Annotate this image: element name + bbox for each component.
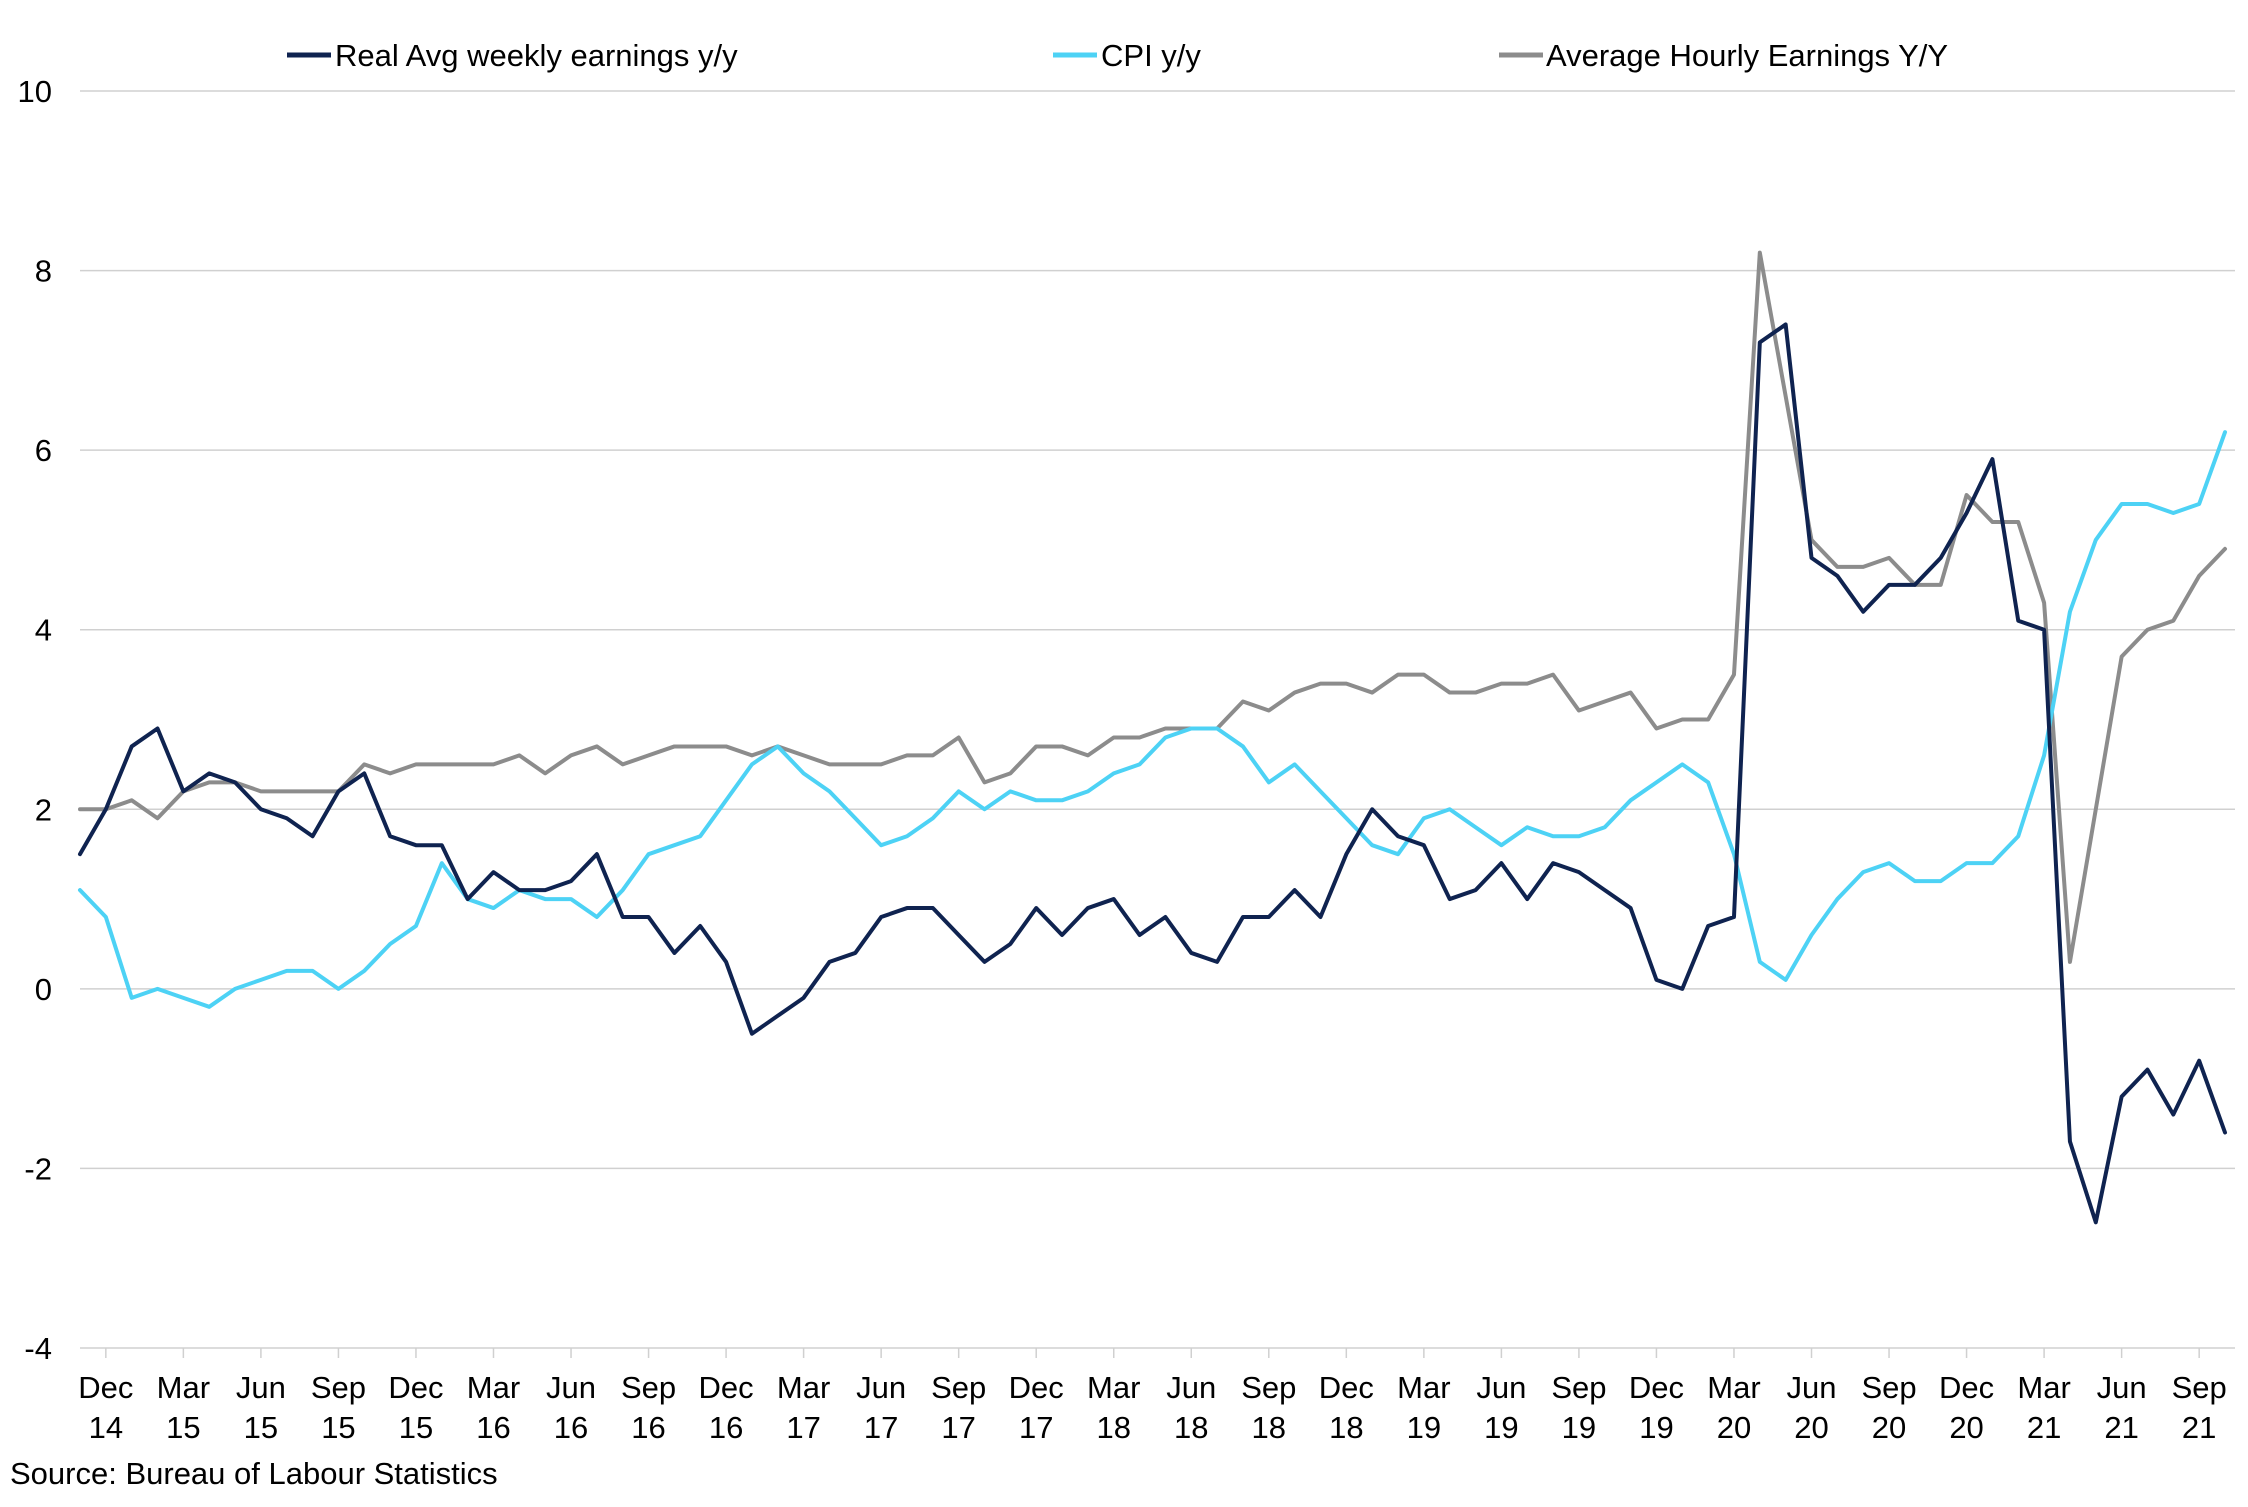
legend-label-0: Real Avg weekly earnings y/y [335,38,738,73]
x-tick-label-year: 19 [1484,1410,1518,1445]
x-tick-label-month: Jun [2097,1370,2147,1405]
x-tick-label-month: Jun [546,1370,596,1405]
x-tick-label-year: 18 [1329,1410,1363,1445]
y-tick-label: -2 [24,1151,52,1186]
x-tick-label-month: Jun [236,1370,286,1405]
x-tick-label-month: Jun [1166,1370,1216,1405]
x-tick-label-month: Mar [467,1370,520,1405]
x-tick-label-year: 18 [1174,1410,1208,1445]
x-tick-label-month: Jun [856,1370,906,1405]
x-tick-label-year: 17 [864,1410,898,1445]
x-tick-label-month: Sep [2172,1370,2227,1405]
series-line-0 [78,322,2227,1225]
series-layer [78,250,2227,1225]
x-tick-label-year: 16 [476,1410,510,1445]
x-tick-label-month: Jun [1787,1370,1837,1405]
series-line-1 [78,430,2227,1009]
x-tick-label-month: Sep [1241,1370,1296,1405]
x-tick-label-year: 21 [2104,1410,2138,1445]
x-tick-label-year: 18 [1096,1410,1130,1445]
x-tick-label-year: 20 [1717,1410,1751,1445]
x-tick-label-month: Sep [1551,1370,1606,1405]
x-tick-label-year: 14 [89,1410,123,1445]
y-axis: -4 -2 0 2 4 6 8 10 [18,74,52,1366]
y-tick-label: 2 [35,792,52,827]
y-tick-label: 0 [35,972,52,1007]
x-axis: Dec 14 Mar 15 Jun 15 Sep 15 Dec 15 Mar 16 Jun 16 Sep 16… [78,1348,2227,1445]
x-tick-label-year: 16 [554,1410,588,1445]
legend-label-1: CPI y/y [1101,38,1201,73]
x-tick-label-month: Mar [1707,1370,1760,1405]
source-note: Source: Bureau of Labour Statistics [10,1456,498,1491]
x-tick-label-year: 19 [1639,1410,1673,1445]
x-tick-label-month: Mar [157,1370,210,1405]
y-tick-label: 4 [35,613,52,648]
x-tick-label-month: Sep [621,1370,676,1405]
x-tick-label-month: Dec [1629,1370,1684,1405]
legend-label-2: Average Hourly Earnings Y/Y [1546,38,1948,73]
x-tick-label-year: 15 [244,1410,278,1445]
x-tick-label-year: 19 [1407,1410,1441,1445]
x-tick-label-year: 20 [1794,1410,1828,1445]
x-tick-label-year: 15 [166,1410,200,1445]
x-tick-label-year: 20 [1872,1410,1906,1445]
x-tick-label-month: Mar [1087,1370,1140,1405]
gridlines [80,90,2235,1349]
x-tick-label-month: Dec [1939,1370,1994,1405]
x-tick-label-year: 20 [1949,1410,1983,1445]
y-tick-label: 6 [35,433,52,468]
x-tick-label-month: Sep [1861,1370,1916,1405]
x-tick-label-month: Sep [311,1370,366,1405]
x-tick-label-year: 18 [1252,1410,1286,1445]
x-tick-label-year: 16 [631,1410,665,1445]
x-tick-label-year: 15 [399,1410,433,1445]
x-tick-label-month: Jun [1476,1370,1526,1405]
x-tick-label-month: Sep [931,1370,986,1405]
x-tick-label-year: 15 [321,1410,355,1445]
x-tick-label-year: 21 [2027,1410,2061,1445]
x-tick-label-year: 17 [1019,1410,1053,1445]
x-tick-label-month: Mar [777,1370,830,1405]
legend: Real Avg weekly earnings y/y CPI y/y Avera… [287,38,1948,73]
y-tick-label: 10 [18,74,52,109]
x-tick-label-month: Dec [78,1370,133,1405]
x-tick-label-year: 21 [2182,1410,2216,1445]
series-line-2 [78,250,2227,964]
x-tick-label-month: Dec [388,1370,443,1405]
y-tick-label: 8 [35,254,52,289]
x-tick-label-month: Mar [1397,1370,1450,1405]
x-tick-label-year: 17 [786,1410,820,1445]
x-tick-label-year: 19 [1562,1410,1596,1445]
x-tick-label-year: 16 [709,1410,743,1445]
x-tick-label-month: Mar [2017,1370,2070,1405]
y-tick-label: -4 [24,1331,52,1366]
x-tick-label-month: Dec [1319,1370,1374,1405]
x-tick-label-month: Dec [699,1370,754,1405]
x-tick-label-year: 17 [941,1410,975,1445]
x-tick-label-month: Dec [1009,1370,1064,1405]
